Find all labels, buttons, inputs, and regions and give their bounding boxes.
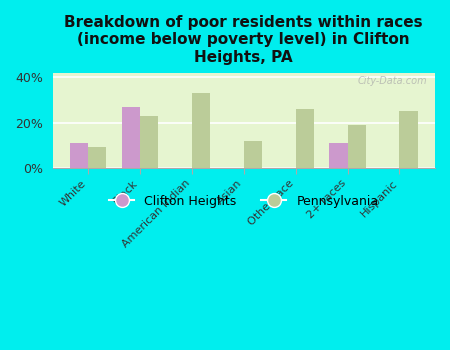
Bar (400, 111, 418, 168)
Legend: Clifton Heights, Pennsylvania: Clifton Heights, Pennsylvania (104, 190, 383, 213)
Title: Breakdown of poor residents within races
(income below poverty level) in Clifton: Breakdown of poor residents within races… (64, 15, 423, 65)
Bar (347, 125, 366, 168)
Bar (88, 147, 106, 168)
Bar (140, 116, 158, 168)
Bar (244, 141, 262, 168)
Bar (122, 107, 140, 168)
Bar (296, 109, 314, 168)
Bar (70, 143, 88, 168)
Text: City-Data.com: City-Data.com (358, 76, 427, 86)
Bar (329, 143, 347, 168)
Bar (192, 93, 210, 168)
